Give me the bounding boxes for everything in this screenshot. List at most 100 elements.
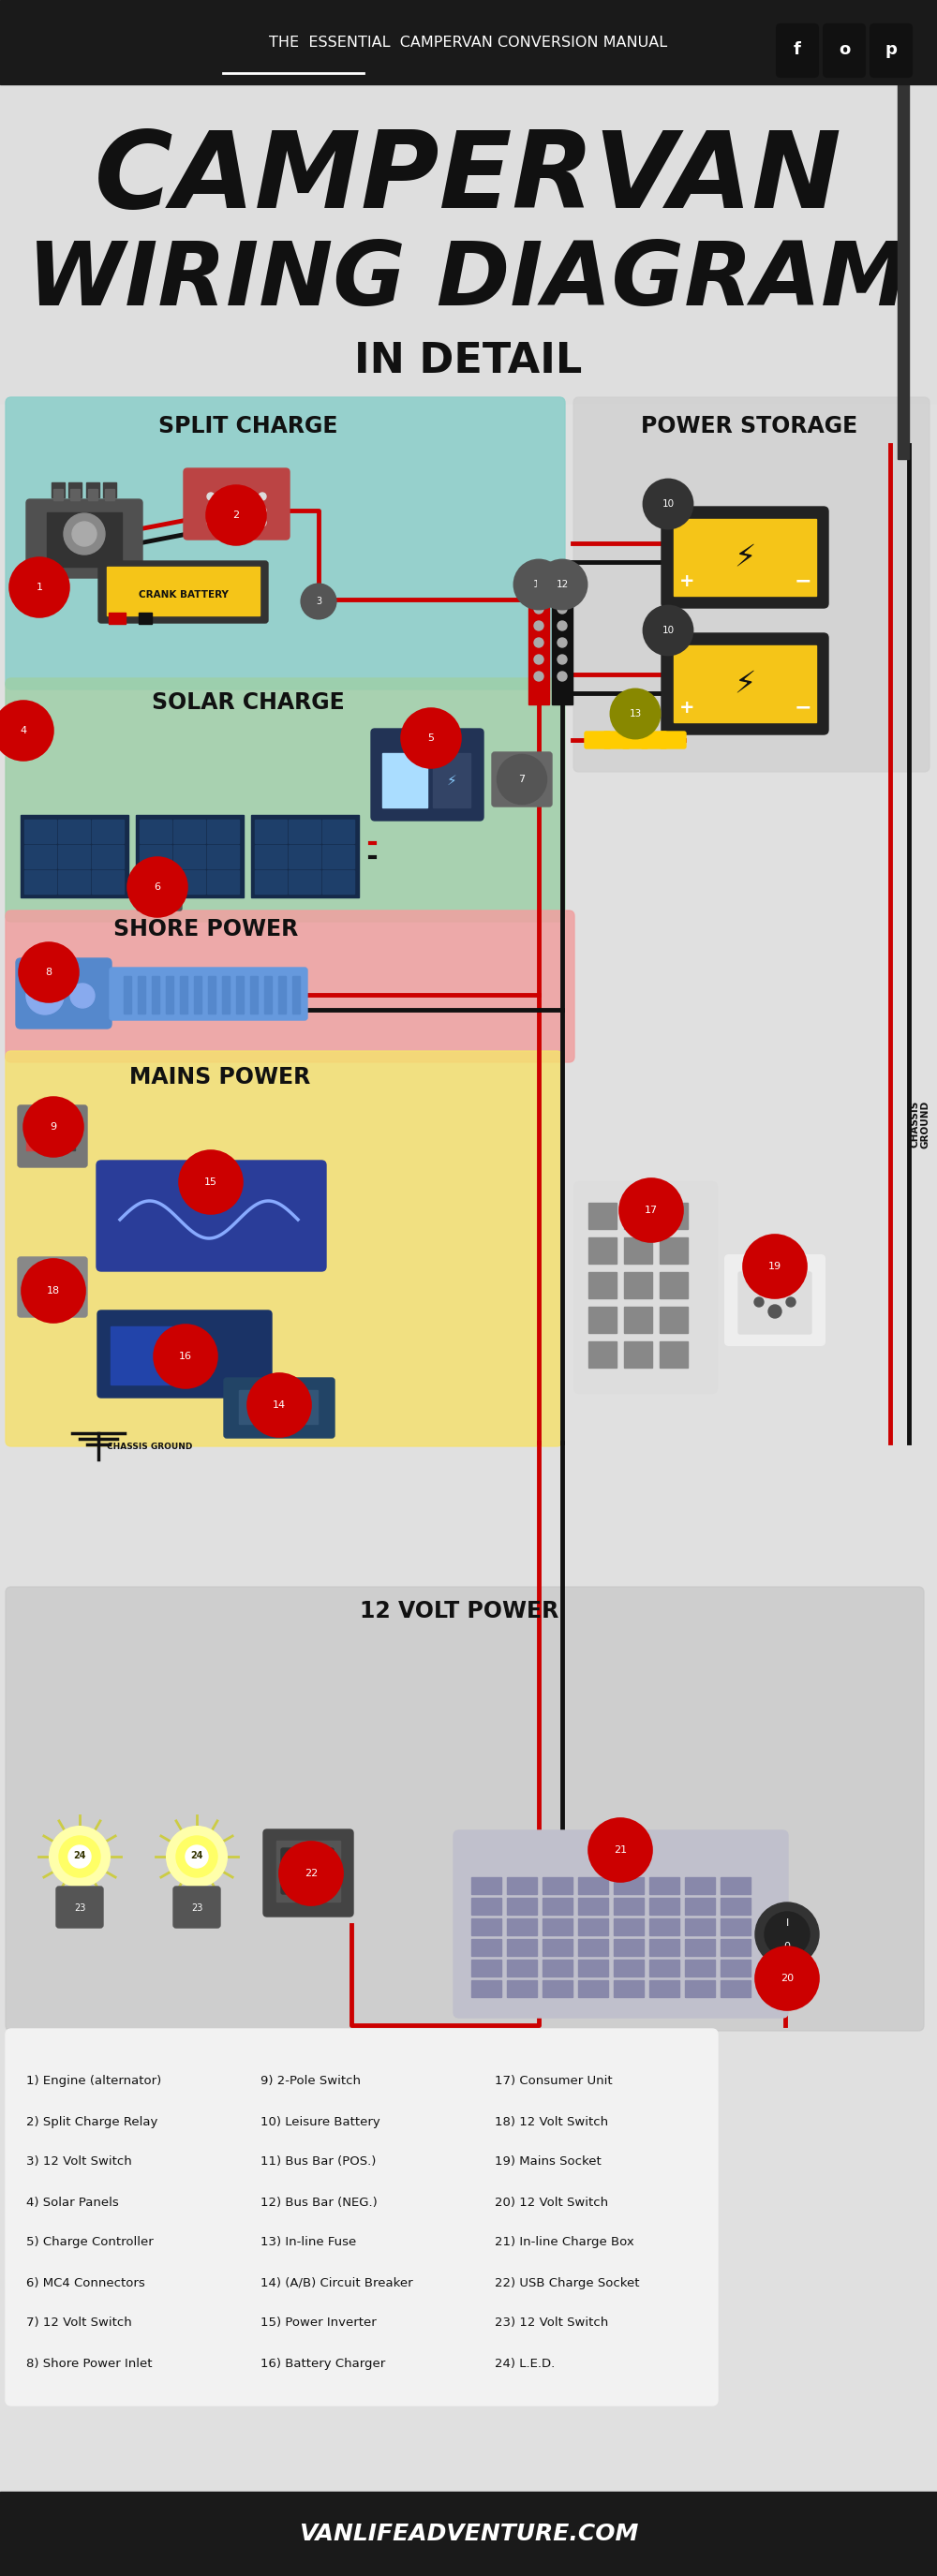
- Text: 22: 22: [305, 1868, 318, 1878]
- Circle shape: [558, 621, 567, 631]
- Bar: [239, 1391, 260, 1425]
- Bar: [173, 845, 205, 868]
- Bar: [543, 1960, 573, 1976]
- Bar: [92, 845, 124, 868]
- Text: CAMPERVAN: CAMPERVAN: [95, 126, 842, 229]
- FancyBboxPatch shape: [622, 732, 648, 750]
- Bar: [543, 1919, 573, 1935]
- FancyBboxPatch shape: [26, 500, 142, 577]
- Bar: [674, 647, 816, 721]
- Text: 4: 4: [20, 726, 27, 734]
- Circle shape: [302, 585, 335, 618]
- FancyBboxPatch shape: [641, 732, 667, 750]
- Bar: [660, 1273, 688, 1298]
- Text: 18: 18: [47, 1285, 60, 1296]
- Text: 17: 17: [645, 1206, 658, 1216]
- Bar: [26, 1123, 47, 1151]
- Bar: [58, 871, 90, 894]
- Bar: [251, 814, 359, 896]
- Text: o: o: [839, 41, 850, 59]
- Text: I: I: [785, 1919, 789, 1927]
- Bar: [507, 1878, 537, 1893]
- Text: 1) Engine (alternator): 1) Engine (alternator): [26, 2076, 161, 2087]
- Bar: [685, 1960, 715, 1976]
- Bar: [92, 871, 124, 894]
- Bar: [578, 1981, 608, 1996]
- Circle shape: [534, 672, 543, 680]
- Bar: [111, 1327, 193, 1383]
- Bar: [685, 1878, 715, 1893]
- Bar: [721, 1960, 751, 1976]
- Text: CHASSIS
GROUND: CHASSIS GROUND: [910, 1100, 930, 1149]
- Bar: [471, 1899, 501, 1914]
- Bar: [588, 1236, 617, 1265]
- Text: 8: 8: [45, 969, 52, 976]
- Bar: [54, 1123, 75, 1151]
- FancyBboxPatch shape: [574, 1182, 717, 1394]
- Text: 15) Power Inverter: 15) Power Inverter: [260, 2316, 377, 2329]
- Bar: [543, 1878, 573, 1893]
- FancyBboxPatch shape: [110, 969, 307, 1020]
- Text: 10: 10: [662, 626, 675, 636]
- FancyBboxPatch shape: [6, 1587, 924, 2030]
- Circle shape: [70, 984, 95, 1007]
- Text: 16: 16: [179, 1352, 192, 1360]
- Text: 10) Leisure Battery: 10) Leisure Battery: [260, 2115, 380, 2128]
- Text: ⚡: ⚡: [734, 667, 756, 698]
- Bar: [255, 871, 287, 894]
- FancyBboxPatch shape: [173, 1886, 220, 1927]
- Text: 2: 2: [232, 510, 240, 520]
- Bar: [721, 1899, 751, 1914]
- Text: ⚡: ⚡: [447, 773, 456, 788]
- Bar: [471, 1878, 501, 1893]
- Text: 19: 19: [768, 1262, 781, 1270]
- Bar: [685, 1940, 715, 1955]
- Circle shape: [768, 1306, 781, 1319]
- FancyBboxPatch shape: [224, 1378, 335, 1437]
- Bar: [649, 1940, 679, 1955]
- Bar: [292, 976, 300, 1012]
- Circle shape: [755, 1904, 819, 1965]
- Bar: [624, 1306, 652, 1332]
- Bar: [624, 1273, 652, 1298]
- Bar: [136, 814, 244, 896]
- FancyBboxPatch shape: [824, 23, 865, 77]
- Circle shape: [259, 492, 266, 500]
- Text: 1: 1: [36, 582, 43, 592]
- Bar: [507, 1899, 537, 1914]
- Bar: [588, 1273, 617, 1298]
- Text: 16) Battery Charger: 16) Battery Charger: [260, 2357, 385, 2370]
- Bar: [173, 871, 205, 894]
- Bar: [264, 976, 272, 1012]
- FancyBboxPatch shape: [662, 507, 828, 608]
- Bar: [0, 2491, 937, 2576]
- Text: VANLIFEADVENTURE.COM: VANLIFEADVENTURE.COM: [299, 2522, 638, 2545]
- Text: −: −: [795, 698, 811, 716]
- Text: 13) In-line Fuse: 13) In-line Fuse: [260, 2236, 356, 2249]
- Text: ⚡: ⚡: [734, 541, 756, 572]
- FancyBboxPatch shape: [573, 397, 930, 773]
- FancyBboxPatch shape: [16, 958, 112, 1028]
- Bar: [24, 819, 56, 842]
- Bar: [236, 976, 244, 1012]
- Bar: [649, 1919, 679, 1935]
- Bar: [649, 1981, 679, 1996]
- Bar: [250, 976, 258, 1012]
- Bar: [649, 1899, 679, 1914]
- FancyBboxPatch shape: [98, 562, 268, 623]
- Text: 11: 11: [532, 580, 545, 590]
- FancyBboxPatch shape: [660, 732, 686, 750]
- FancyBboxPatch shape: [56, 1886, 103, 1927]
- FancyBboxPatch shape: [6, 2030, 718, 2406]
- Bar: [382, 752, 427, 806]
- Bar: [528, 598, 549, 703]
- Bar: [578, 1878, 608, 1893]
- Text: 23: 23: [74, 1904, 85, 1914]
- FancyBboxPatch shape: [263, 1829, 353, 1917]
- FancyBboxPatch shape: [281, 1847, 334, 1893]
- Bar: [255, 845, 287, 868]
- Bar: [649, 1878, 679, 1893]
- Bar: [289, 845, 320, 868]
- Text: CHASSIS GROUND: CHASSIS GROUND: [107, 1443, 193, 1450]
- Text: f: f: [794, 41, 801, 59]
